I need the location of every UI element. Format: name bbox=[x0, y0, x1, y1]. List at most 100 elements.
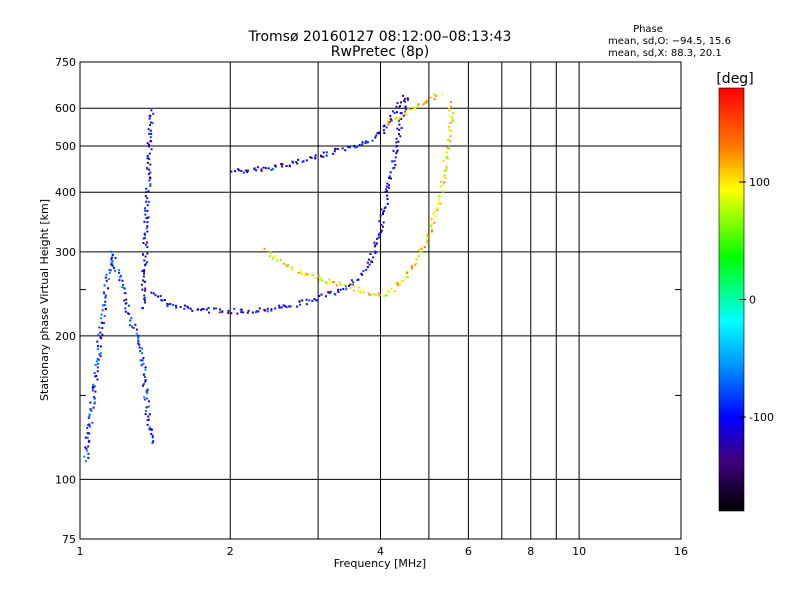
data-point bbox=[144, 368, 147, 371]
data-point bbox=[102, 304, 104, 307]
data-point bbox=[299, 269, 302, 272]
data-point bbox=[146, 155, 149, 157]
data-point bbox=[404, 105, 407, 108]
data-point bbox=[141, 359, 144, 362]
data-point bbox=[149, 129, 152, 132]
data-point bbox=[146, 197, 149, 200]
data-point bbox=[442, 189, 445, 192]
data-point bbox=[247, 169, 249, 172]
data-point bbox=[382, 211, 385, 214]
data-point bbox=[260, 169, 263, 172]
data-point bbox=[144, 413, 147, 416]
data-point bbox=[147, 418, 150, 421]
data-point bbox=[119, 274, 122, 277]
data-point bbox=[150, 109, 153, 112]
data-point bbox=[419, 251, 422, 254]
data-point bbox=[382, 213, 384, 215]
data-point bbox=[118, 279, 121, 282]
data-point bbox=[254, 311, 257, 314]
data-point bbox=[372, 293, 375, 296]
data-point bbox=[374, 243, 377, 246]
data-point bbox=[144, 264, 146, 267]
data-point bbox=[348, 284, 350, 287]
x-tick-label-3: 6 bbox=[465, 545, 472, 558]
data-point bbox=[143, 375, 146, 378]
data-point bbox=[137, 335, 140, 338]
data-point bbox=[97, 333, 100, 336]
data-point bbox=[270, 309, 273, 312]
data-point bbox=[111, 253, 114, 256]
chart-title: Tromsø 20160127 08:12:00–08:13:43 bbox=[248, 29, 512, 45]
data-point bbox=[387, 119, 390, 122]
data-point bbox=[112, 267, 115, 269]
data-point bbox=[255, 169, 258, 172]
data-point bbox=[95, 374, 98, 377]
data-point bbox=[332, 281, 335, 283]
data-point bbox=[430, 231, 433, 234]
data-point bbox=[258, 307, 261, 310]
data-point bbox=[318, 278, 321, 281]
data-point bbox=[354, 146, 357, 149]
data-point bbox=[404, 277, 407, 280]
data-point bbox=[101, 333, 104, 336]
data-point bbox=[123, 299, 126, 302]
data-point bbox=[396, 111, 398, 114]
data-point bbox=[447, 157, 450, 160]
data-point bbox=[147, 190, 150, 193]
data-point bbox=[404, 100, 407, 103]
data-point bbox=[146, 142, 149, 145]
data-point bbox=[256, 166, 259, 169]
data-point bbox=[308, 299, 311, 302]
data-point bbox=[445, 165, 448, 168]
data-point bbox=[388, 120, 391, 123]
data-point bbox=[142, 242, 145, 244]
data-point bbox=[344, 284, 347, 287]
data-point bbox=[169, 302, 172, 305]
data-point bbox=[247, 309, 250, 312]
data-point bbox=[99, 331, 102, 334]
data-point bbox=[426, 236, 429, 238]
data-point bbox=[360, 272, 363, 275]
data-point bbox=[318, 295, 321, 297]
data-point bbox=[131, 325, 133, 328]
data-point bbox=[148, 176, 151, 179]
data-point bbox=[450, 105, 452, 108]
data-point bbox=[301, 272, 303, 275]
data-point bbox=[312, 273, 314, 276]
data-point bbox=[242, 171, 245, 174]
data-point bbox=[303, 274, 306, 277]
data-point bbox=[347, 146, 350, 149]
data-point bbox=[96, 370, 99, 373]
x-axis-label: Frequency [MHz] bbox=[334, 557, 426, 570]
colorbar-tick-label-0: 100 bbox=[749, 176, 770, 189]
data-point bbox=[111, 260, 114, 263]
data-point bbox=[398, 123, 401, 126]
data-point bbox=[336, 148, 339, 150]
data-point bbox=[144, 379, 147, 382]
data-point bbox=[314, 154, 317, 157]
data-point bbox=[142, 362, 145, 365]
data-point bbox=[134, 323, 137, 326]
data-point bbox=[394, 117, 397, 120]
data-point bbox=[124, 310, 127, 313]
data-point bbox=[160, 299, 163, 302]
data-point bbox=[278, 304, 281, 307]
data-point bbox=[358, 143, 361, 146]
data-point bbox=[272, 256, 275, 259]
data-point bbox=[144, 195, 147, 198]
data-point bbox=[400, 117, 403, 120]
data-point bbox=[416, 105, 419, 107]
data-point bbox=[452, 112, 455, 115]
data-point bbox=[395, 137, 398, 140]
data-point bbox=[138, 343, 141, 346]
data-point bbox=[285, 165, 288, 167]
data-point bbox=[149, 136, 152, 139]
data-point bbox=[147, 415, 150, 418]
data-point bbox=[404, 108, 407, 111]
data-point bbox=[144, 380, 147, 383]
data-point bbox=[359, 291, 362, 294]
data-point bbox=[361, 143, 364, 146]
stats-heading: Phase bbox=[633, 24, 663, 35]
data-point bbox=[87, 456, 90, 459]
data-point bbox=[271, 257, 274, 260]
